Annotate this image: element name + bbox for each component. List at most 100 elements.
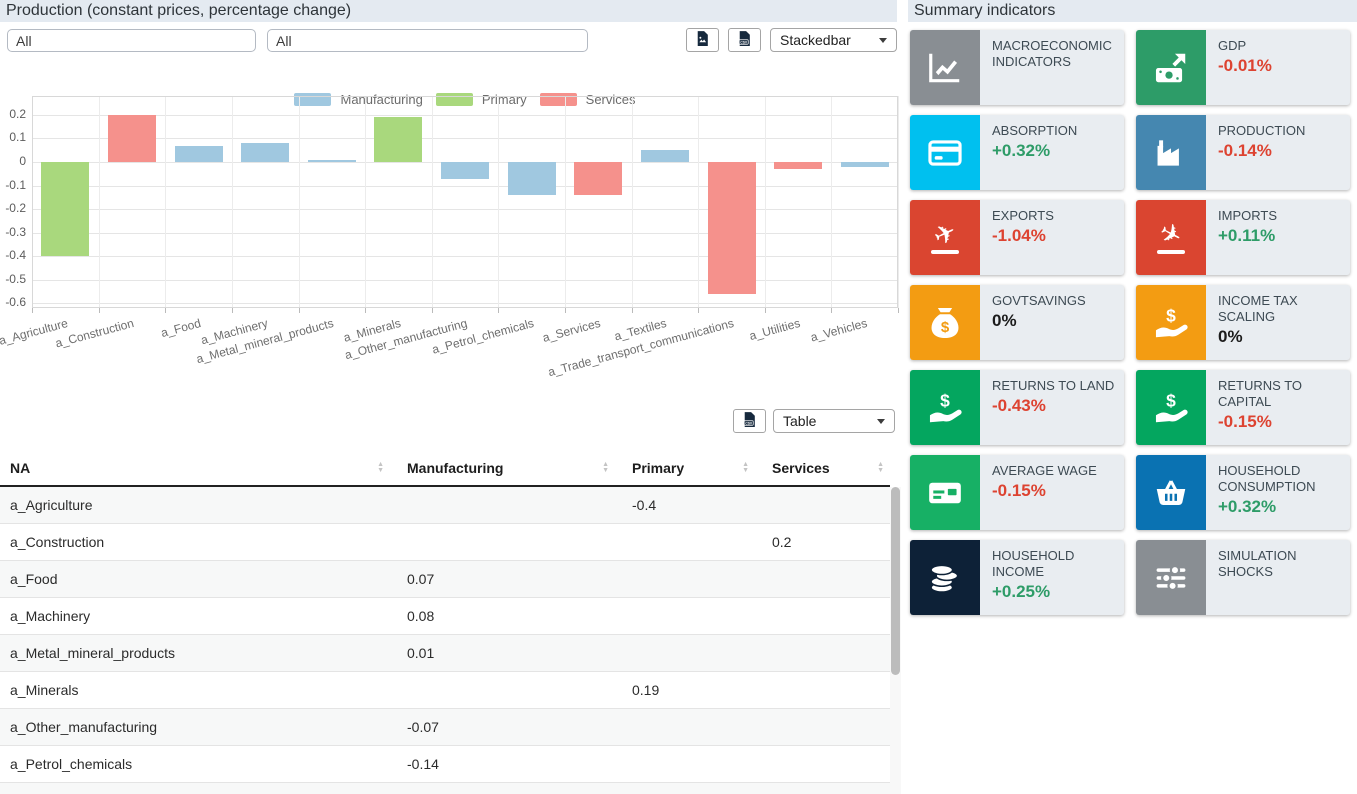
bar-a-trade-transport-communications-services[interactable] <box>707 162 756 294</box>
gridline <box>365 96 367 308</box>
svg-text:$: $ <box>1166 305 1176 325</box>
bar-a-construction-services[interactable] <box>107 114 156 162</box>
y-axis-tick-label: 0.2 <box>9 106 26 121</box>
indicator-tile-absorption[interactable]: ABSORPTION +0.32% <box>910 115 1124 190</box>
bar-a-petrol-chemicals-manufacturing[interactable] <box>507 162 556 195</box>
file-csv-icon: CSV <box>736 30 753 50</box>
indicator-tile-income-tax-scaling[interactable]: $ INCOME TAX SCALING 0% <box>1136 285 1350 360</box>
indicator-tile-returns-to-capital[interactable]: $ RETURNS TO CAPITAL -0.15% <box>1136 370 1350 445</box>
indicator-tile-returns-to-land[interactable]: $ RETURNS TO LAND -0.43% <box>910 370 1124 445</box>
plane-departure-icon: ✈ <box>910 200 980 275</box>
tile-body: SIMULATION SHOCKS <box>1206 540 1350 615</box>
axis-tick <box>564 308 566 313</box>
indicator-tile-macroeconomic-indicators[interactable]: MACROECONOMIC INDICATORS <box>910 30 1124 105</box>
x-axis-label: a_Food <box>159 316 203 341</box>
bar-a-other-manufacturing-manufacturing[interactable] <box>441 162 489 179</box>
gridline <box>32 279 898 281</box>
hand-holding-dollar-icon: $ <box>1136 370 1206 445</box>
chart-type-selected-value: Stackedbar <box>780 32 851 48</box>
row-value-cell: -0.4 <box>632 497 657 513</box>
tile-value: -0.43% <box>992 396 1046 415</box>
column-header-na[interactable]: NA ▲ ▼ <box>0 460 390 476</box>
axis-tick <box>32 308 33 313</box>
row-value-cell: 0.07 <box>407 571 435 587</box>
tile-label: HOUSEHOLD CONSUMPTION <box>1218 463 1316 494</box>
gridline <box>231 96 233 308</box>
table-row: a_Construction 0.2 <box>0 524 890 561</box>
axis-tick <box>831 308 833 313</box>
sort-icon[interactable]: ▲ ▼ <box>742 460 749 474</box>
axis-tick <box>231 308 233 313</box>
tile-value: +0.32% <box>992 141 1051 160</box>
table-row: a_Agriculture -0.4 <box>0 487 890 524</box>
bar-a-utilities-services[interactable] <box>774 162 823 170</box>
bar-a-machinery-manufacturing[interactable] <box>241 143 290 162</box>
table-header-row: NA ▲ ▼ Manufacturing ▲ ▼ Primary ▲ ▼ Services ▲ ▼ <box>0 450 890 487</box>
tile-label: RETURNS TO LAND <box>992 378 1115 393</box>
y-axis-tick-label: -0.6 <box>5 295 26 310</box>
indicator-tile-imports[interactable]: ✈ IMPORTS +0.11% <box>1136 200 1350 275</box>
row-value-cell: 0.2 <box>772 534 792 550</box>
table-export-csv-button[interactable]: CSV <box>733 409 766 433</box>
bar-a-metal-mineral-products-manufacturing[interactable] <box>307 159 356 162</box>
tile-value: -0.14% <box>1218 141 1272 160</box>
legend-label: Manufacturing <box>340 92 423 107</box>
series-filter-input[interactable] <box>267 29 588 52</box>
sort-icon[interactable]: ▲ ▼ <box>377 460 384 474</box>
tile-body: RETURNS TO CAPITAL -0.15% <box>1206 370 1350 445</box>
column-header-services[interactable]: Services ▲ ▼ <box>755 460 890 476</box>
bar-a-food-manufacturing[interactable] <box>174 145 223 162</box>
axis-tick <box>631 308 633 313</box>
tile-label: PRODUCTION <box>1218 123 1306 138</box>
gridline <box>298 96 300 308</box>
bar-a-vehicles-manufacturing[interactable] <box>840 162 889 167</box>
y-axis-tick-label: 0.1 <box>9 130 26 145</box>
gridline <box>764 96 766 308</box>
legend-item-primary[interactable]: Primary <box>435 92 527 107</box>
row-value-cell: -0.14 <box>407 756 439 772</box>
bar-a-services-services[interactable] <box>574 162 623 195</box>
file-image-icon <box>694 30 711 50</box>
gridline <box>564 96 566 308</box>
chart-type-select[interactable]: Stackedbar <box>770 28 897 52</box>
bar-a-agriculture-primary[interactable] <box>41 162 90 257</box>
bar-a-minerals-primary[interactable] <box>374 117 423 162</box>
legend-label: Primary <box>481 92 527 107</box>
indicator-tile-household-income[interactable]: HOUSEHOLD INCOME +0.25% <box>910 540 1124 615</box>
bar-a-textiles-manufacturing[interactable] <box>640 150 689 162</box>
tile-body: IMPORTS +0.11% <box>1206 200 1283 275</box>
sort-icon[interactable]: ▲ ▼ <box>877 460 884 474</box>
column-header-label: Services <box>772 459 830 476</box>
indicator-tile-exports[interactable]: ✈ EXPORTS -1.04% <box>910 200 1124 275</box>
gridline <box>98 96 100 308</box>
svg-text:$: $ <box>940 390 950 410</box>
legend-item-services[interactable]: Services <box>539 92 636 107</box>
indicator-tile-simulation-shocks[interactable]: SIMULATION SHOCKS <box>1136 540 1350 615</box>
tile-body: INCOME TAX SCALING 0% <box>1206 285 1350 360</box>
tile-value: 0% <box>1218 327 1243 346</box>
tile-value: -0.15% <box>1218 412 1272 431</box>
scrollbar-thumb[interactable] <box>891 487 900 675</box>
export-csv-button[interactable]: CSV <box>728 28 761 52</box>
page-title: Production (constant prices, percentage … <box>0 0 897 22</box>
indicator-tile-household-consumption[interactable]: HOUSEHOLD CONSUMPTION +0.32% <box>1136 455 1350 530</box>
legend-item-manufacturing[interactable]: Manufacturing <box>294 92 423 107</box>
column-header-primary[interactable]: Primary ▲ ▼ <box>615 460 755 476</box>
indicator-tile-average-wage[interactable]: AVERAGE WAGE -0.15% <box>910 455 1124 530</box>
tile-label: AVERAGE WAGE <box>992 463 1097 478</box>
sort-icon[interactable]: ▲ ▼ <box>602 460 609 474</box>
legend-swatch-icon <box>435 93 473 106</box>
sector-filter-input[interactable] <box>7 29 256 52</box>
row-value-cell: 0.08 <box>407 608 435 624</box>
export-image-button[interactable] <box>686 28 719 52</box>
table-view-select[interactable]: Table <box>773 409 895 433</box>
row-name-cell: a_Food <box>10 571 58 587</box>
gridline <box>32 232 898 234</box>
table-scrollbar[interactable] <box>890 487 901 794</box>
gridline <box>165 96 167 308</box>
indicator-tile-govtsavings[interactable]: $ GOVTSAVINGS 0% <box>910 285 1124 360</box>
money-trend-icon <box>1136 30 1206 105</box>
column-header-manufacturing[interactable]: Manufacturing ▲ ▼ <box>390 460 615 476</box>
indicator-tile-production[interactable]: PRODUCTION -0.14% <box>1136 115 1350 190</box>
indicator-tile-gdp[interactable]: GDP -0.01% <box>1136 30 1350 105</box>
